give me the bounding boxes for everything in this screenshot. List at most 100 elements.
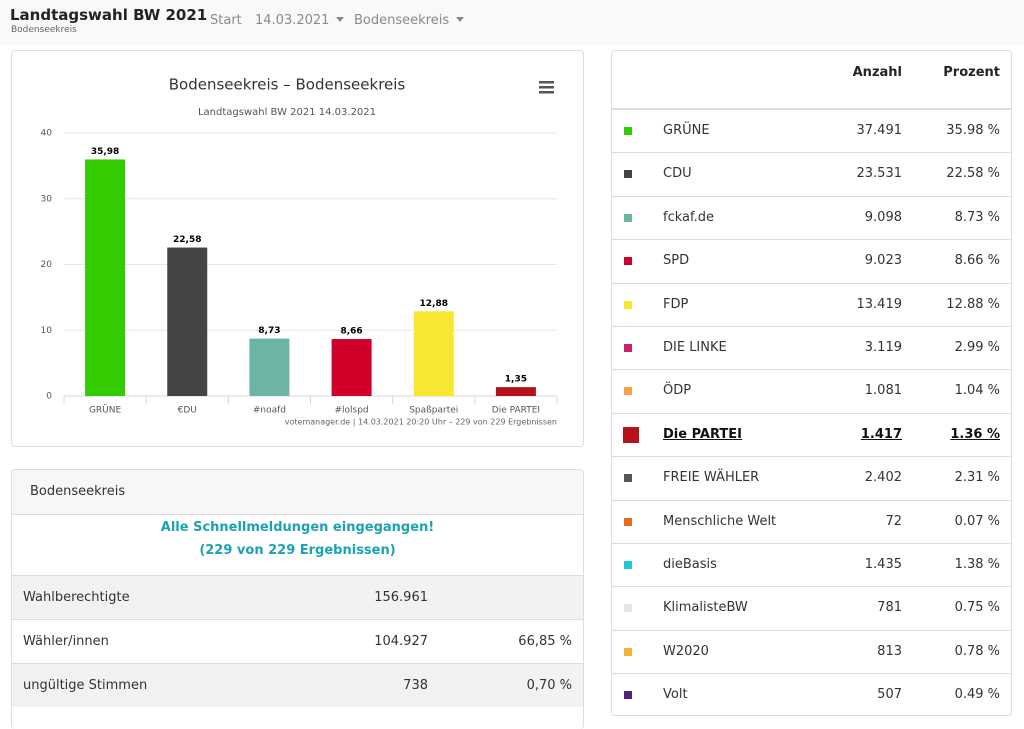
vote-count: 2.402 (864, 470, 902, 486)
bar (331, 339, 372, 396)
result-row: Menschliche Welt 72 0.07 % (612, 499, 1011, 543)
result-row: CDU 23.531 22.58 % (612, 152, 1011, 195)
vote-percent: 8.73 % (954, 209, 1000, 225)
summary-row: Wähler/innen 104.927 66,85 % (12, 619, 583, 663)
bar (249, 338, 290, 396)
vote-percent: 35.98 % (946, 123, 1000, 138)
result-row: DIE LINKE 3.119 2.99 % (612, 325, 1011, 369)
brand-subtitle: Bodenseekreis (11, 25, 77, 35)
party-name: FDP (663, 296, 689, 312)
result-row: fckaf.de 9.098 8.73 % (612, 195, 1011, 239)
x-tick-label: #lolspd (334, 406, 368, 416)
result-row: KlimalisteBW 781 0.75 % (612, 586, 1011, 629)
x-tick-label: €DU (178, 406, 197, 416)
party-name: dieBasis (663, 556, 717, 572)
data-label: 35,98 (91, 147, 119, 157)
header-count: Anzahl (852, 65, 902, 80)
chart-credits[interactable]: votemanager.de | 14.03.2021 20:20 Uhr – … (285, 418, 557, 427)
party-swatch (624, 343, 632, 352)
party-name: W2020 (663, 643, 709, 659)
party-swatch (624, 560, 632, 569)
party-name: fckaf.de (663, 209, 715, 225)
vote-count: 9.023 (864, 253, 902, 269)
summary-rows: Wahlberechtigte 156.961 Wähler/innen 104.92… (12, 575, 583, 707)
bar (85, 159, 126, 396)
bar (495, 387, 536, 396)
nav-date[interactable]: 14.03.2021 (255, 13, 345, 28)
summary-cell: 156.961 (374, 590, 428, 605)
data-label: 1,35 (505, 375, 527, 385)
result-row: ÖDP 1.081 1.04 % (612, 369, 1011, 412)
result-row: SPD 9.023 8.66 % (612, 239, 1011, 282)
result-row: Die PARTEI 1.417 1.36 % (612, 412, 1011, 456)
menu-line (539, 86, 554, 89)
menu-line (539, 81, 554, 84)
party-swatch (624, 474, 632, 483)
vote-percent: 2.99 % (954, 339, 1000, 355)
chart-title: Bodenseekreis – Bodenseekreis (169, 76, 406, 94)
result-row: FREIE WÄHLER 2.402 2.31 % (612, 456, 1011, 499)
top-nav: Landtagswahl BW 2021 Bodenseekreis Start… (0, 0, 1024, 45)
result-row: Volt 507 0.49 % (612, 673, 1011, 715)
y-tick-label: 30 (41, 194, 53, 204)
summary-row: Wahlberechtigte 156.961 (12, 575, 583, 619)
y-tick-label: 40 (41, 129, 53, 139)
caret (336, 17, 345, 22)
vote-count: 23.531 (856, 166, 903, 182)
summary-row: ungültige Stimmen 738 0,70 % (12, 663, 583, 707)
summary-cell: 0,70 % (526, 678, 572, 693)
x-tick-label: #noafd (253, 406, 286, 416)
vote-percent: 0.07 % (954, 513, 1000, 529)
vote-count: 13.419 (856, 296, 903, 312)
nav-region[interactable]: Bodenseekreis (354, 13, 465, 28)
summary-cell: Wähler/innen (23, 634, 109, 649)
summary-cell: Wahlberechtigte (23, 590, 130, 605)
vote-percent: 8.66 % (954, 253, 1000, 269)
party-swatch (624, 387, 632, 396)
party-swatch (624, 257, 632, 266)
party-swatch (624, 213, 632, 222)
chart-panel: Bodenseekreis – Bodenseekreis Landtagswa… (11, 50, 584, 447)
party-name: ÖDP (663, 383, 692, 399)
data-label: 8,66 (340, 327, 362, 337)
party-name: Volt (663, 687, 688, 703)
nav-region-label: Bodenseekreis (354, 13, 450, 28)
nav-date-label: 14.03.2021 (255, 13, 330, 28)
result-row: GRÜNE 37.491 35.98 % (612, 109, 1011, 152)
vote-count: 1.417 (860, 426, 902, 442)
summary-cell: 104.927 (374, 634, 428, 649)
caret (456, 17, 465, 22)
party-swatch (624, 170, 632, 179)
vote-count: 3.119 (864, 339, 902, 355)
vote-percent: 22.58 % (946, 166, 1000, 182)
y-tick-label: 20 (41, 260, 53, 270)
party-name: KlimalisteBW (663, 600, 748, 616)
vote-count: 1.435 (864, 556, 902, 572)
vote-percent: 12.88 % (946, 296, 1000, 312)
menu-line (539, 91, 554, 94)
bar (167, 247, 208, 396)
summary-title: Bodenseekreis (12, 470, 583, 515)
party-name: Die PARTEI (663, 426, 742, 442)
party-name: Menschliche Welt (663, 513, 777, 529)
party-swatch (624, 691, 632, 700)
result-row: FDP 13.419 12.88 % (612, 282, 1011, 326)
vote-count: 507 (877, 687, 902, 703)
status-text: Alle Schnellmeldungen eingegangen! (160, 520, 435, 535)
result-row: W2020 813 0.78 % (612, 629, 1011, 673)
party-swatch (624, 647, 632, 656)
vote-percent: 0.75 % (954, 600, 1000, 616)
vote-percent: 1.38 % (954, 556, 1000, 572)
menu-button[interactable] (539, 81, 554, 94)
vote-percent: 0.78 % (954, 643, 1000, 659)
x-tick-label: Die PARTEI (492, 406, 540, 416)
chart-subtitle: Landtagswahl BW 2021 14.03.2021 (198, 107, 376, 118)
x-tick-label: Spaßpartei (409, 406, 458, 416)
party-swatch (624, 300, 632, 309)
nav-start[interactable]: Start (210, 13, 242, 28)
header-percent: Prozent (943, 65, 1000, 80)
data-label: 22,58 (173, 235, 201, 245)
summary-cell: 738 (403, 678, 428, 693)
brand-title[interactable]: Landtagswahl BW 2021 (10, 6, 208, 24)
